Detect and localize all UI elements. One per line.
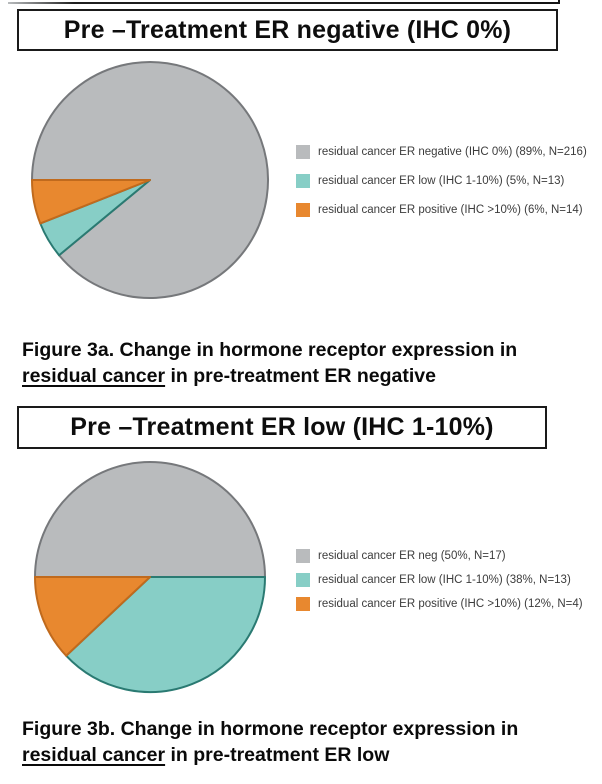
legend-swatch-teal <box>296 174 310 188</box>
pie-slice-er-positive <box>31 179 151 225</box>
legend-swatch-orange <box>296 597 310 611</box>
figure-3a-title: Pre –Treatment ER negative (IHC 0%) <box>63 15 512 44</box>
legend-3b: residual cancer ER neg (50%, N=17) resid… <box>296 549 583 611</box>
legend-swatch-gray <box>296 549 310 563</box>
legend-item-er-low: residual cancer ER low (IHC 1-10%) (5%, … <box>296 174 587 188</box>
caption-underlined-text: residual cancer <box>22 744 166 766</box>
legend-label: residual cancer ER low (IHC 1-10%) (5%, … <box>318 175 565 187</box>
figure-3b-title: Pre –Treatment ER low (IHC 1-10%) <box>70 413 494 441</box>
legend-3a: residual cancer ER negative (IHC 0%) (89… <box>296 145 587 217</box>
legend-label: residual cancer ER low (IHC 1-10%) (38%,… <box>318 574 571 586</box>
cropped-edge-artifact <box>8 2 560 4</box>
pie-chart-3a <box>31 61 269 299</box>
cropped-edge-artifact-corner <box>558 0 560 4</box>
legend-label: residual cancer ER neg (50%, N=17) <box>318 550 506 562</box>
legend-item-er-low: residual cancer ER low (IHC 1-10%) (38%,… <box>296 573 583 587</box>
legend-swatch-gray <box>296 145 310 159</box>
legend-swatch-teal <box>296 573 310 587</box>
figure-3b-title-box: Pre –Treatment ER low (IHC 1-10%) <box>17 406 547 449</box>
legend-label: residual cancer ER positive (IHC >10%) (… <box>318 204 583 216</box>
caption-line-2: residual cancer in pre-treatment ER low <box>22 744 390 766</box>
pie-chart-3b <box>34 461 266 693</box>
figure-3a-caption: Figure 3a. Change in hormone receptor ex… <box>22 337 594 389</box>
legend-item-er-positive: residual cancer ER positive (IHC >10%) (… <box>296 597 583 611</box>
caption-line-1: Figure 3b. Change in hormone receptor ex… <box>22 718 519 740</box>
caption-underlined-text: residual cancer <box>22 365 166 387</box>
legend-label: residual cancer ER positive (IHC >10%) (… <box>318 598 583 610</box>
caption-line-1: Figure 3a. Change in hormone receptor ex… <box>22 339 518 361</box>
legend-swatch-orange <box>296 203 310 217</box>
legend-item-er-positive: residual cancer ER positive (IHC >10%) (… <box>296 203 587 217</box>
figure-3b-caption: Figure 3b. Change in hormone receptor ex… <box>22 716 594 768</box>
figure-3a-title-box: Pre –Treatment ER negative (IHC 0%) <box>17 9 558 51</box>
pie-slice-er-negative <box>34 461 266 578</box>
caption-line-2: residual cancer in pre-treatment ER nega… <box>22 365 436 387</box>
legend-label: residual cancer ER negative (IHC 0%) (89… <box>318 146 587 158</box>
pie-slice-er-low <box>65 576 266 693</box>
legend-item-er-negative: residual cancer ER negative (IHC 0%) (89… <box>296 145 587 159</box>
pie-slice-er-positive <box>34 576 151 657</box>
legend-item-er-negative: residual cancer ER neg (50%, N=17) <box>296 549 583 563</box>
